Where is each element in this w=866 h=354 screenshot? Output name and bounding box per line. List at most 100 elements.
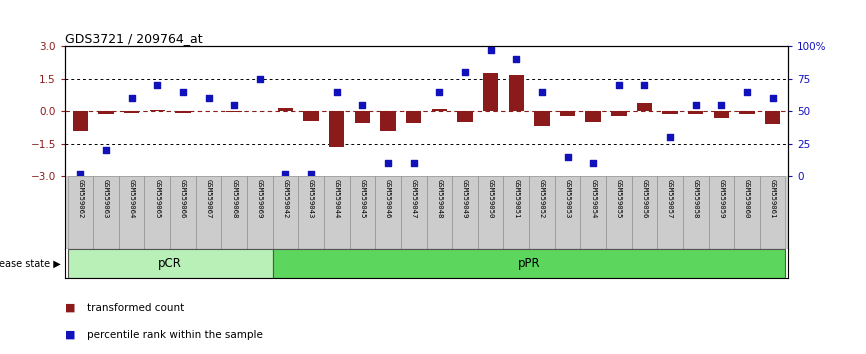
Text: GSM559049: GSM559049 <box>462 179 468 219</box>
Text: disease state ▶: disease state ▶ <box>0 258 61 268</box>
Bar <box>406 111 422 123</box>
Text: GSM559063: GSM559063 <box>103 179 109 219</box>
Text: GSM559053: GSM559053 <box>565 179 571 219</box>
Point <box>688 102 702 108</box>
Bar <box>227 111 242 112</box>
Bar <box>683 176 708 249</box>
Bar <box>457 111 473 122</box>
Text: GSM559050: GSM559050 <box>488 179 494 219</box>
Bar <box>119 176 145 249</box>
Point <box>330 89 344 95</box>
Bar <box>759 176 785 249</box>
Bar <box>303 111 319 121</box>
Text: GSM559068: GSM559068 <box>231 179 237 219</box>
Text: GSM559054: GSM559054 <box>591 179 596 219</box>
Bar <box>483 73 498 111</box>
Bar <box>222 176 247 249</box>
Text: percentile rank within the sample: percentile rank within the sample <box>87 330 262 339</box>
Bar <box>714 111 729 118</box>
Text: GSM559044: GSM559044 <box>333 179 339 219</box>
Bar <box>452 176 478 249</box>
Text: GSM559048: GSM559048 <box>436 179 443 219</box>
Bar <box>273 176 298 249</box>
Bar <box>170 176 196 249</box>
Bar <box>606 176 631 249</box>
Bar <box>145 176 170 249</box>
Bar <box>124 111 139 113</box>
Bar <box>585 111 601 122</box>
Bar <box>708 176 734 249</box>
Point <box>151 82 165 88</box>
Point <box>586 161 600 166</box>
Text: GSM559043: GSM559043 <box>308 179 314 219</box>
Point <box>125 95 139 101</box>
Bar <box>662 111 678 114</box>
Bar <box>324 176 350 249</box>
Point <box>355 102 369 108</box>
Text: GSM559066: GSM559066 <box>180 179 186 219</box>
Point <box>484 47 498 53</box>
Point <box>766 95 779 101</box>
Point <box>432 89 446 95</box>
Text: GSM559062: GSM559062 <box>77 179 83 219</box>
Text: pCR: pCR <box>158 257 182 270</box>
Point <box>253 76 267 81</box>
Bar <box>503 176 529 249</box>
Text: GSM559047: GSM559047 <box>410 179 417 219</box>
Bar <box>534 111 550 126</box>
Bar <box>508 75 524 111</box>
Bar <box>196 176 222 249</box>
Text: GSM559057: GSM559057 <box>667 179 673 219</box>
Point <box>663 135 677 140</box>
Bar <box>426 176 452 249</box>
Bar <box>559 111 575 115</box>
Bar <box>401 176 426 249</box>
Point <box>637 82 651 88</box>
Bar <box>580 176 606 249</box>
Bar <box>431 109 447 111</box>
Text: pPR: pPR <box>518 257 540 270</box>
Bar <box>478 176 503 249</box>
Point <box>381 161 395 166</box>
Text: GSM559056: GSM559056 <box>642 179 648 219</box>
Text: GSM559045: GSM559045 <box>359 179 365 219</box>
Bar <box>175 111 191 113</box>
Bar <box>68 249 273 278</box>
Point <box>714 102 728 108</box>
Bar <box>150 110 165 111</box>
Bar <box>355 111 370 123</box>
Bar <box>555 176 580 249</box>
Text: GSM559059: GSM559059 <box>719 179 724 219</box>
Bar <box>637 103 652 111</box>
Text: GSM559064: GSM559064 <box>129 179 134 219</box>
Point <box>612 82 626 88</box>
Bar <box>380 111 396 131</box>
Point <box>407 161 421 166</box>
Point <box>509 56 523 62</box>
Text: GSM559060: GSM559060 <box>744 179 750 219</box>
Point <box>740 89 754 95</box>
Point <box>227 102 241 108</box>
Point <box>304 171 318 177</box>
Point <box>535 89 549 95</box>
Bar <box>740 111 755 114</box>
Bar <box>68 176 94 249</box>
Point <box>279 171 293 177</box>
Point <box>458 69 472 75</box>
Text: GSM559065: GSM559065 <box>154 179 160 219</box>
Bar <box>273 249 785 278</box>
Text: GSM559042: GSM559042 <box>282 179 288 219</box>
Text: GSM559058: GSM559058 <box>693 179 699 219</box>
Bar <box>98 111 113 114</box>
Bar <box>375 176 401 249</box>
Bar <box>329 111 345 147</box>
Text: GSM559052: GSM559052 <box>539 179 545 219</box>
Text: GSM559067: GSM559067 <box>205 179 211 219</box>
Bar <box>247 176 273 249</box>
Text: GSM559069: GSM559069 <box>257 179 262 219</box>
Text: GSM559055: GSM559055 <box>616 179 622 219</box>
Bar <box>688 111 703 114</box>
Bar <box>529 176 555 249</box>
Bar <box>298 176 324 249</box>
Text: ■: ■ <box>65 330 79 339</box>
